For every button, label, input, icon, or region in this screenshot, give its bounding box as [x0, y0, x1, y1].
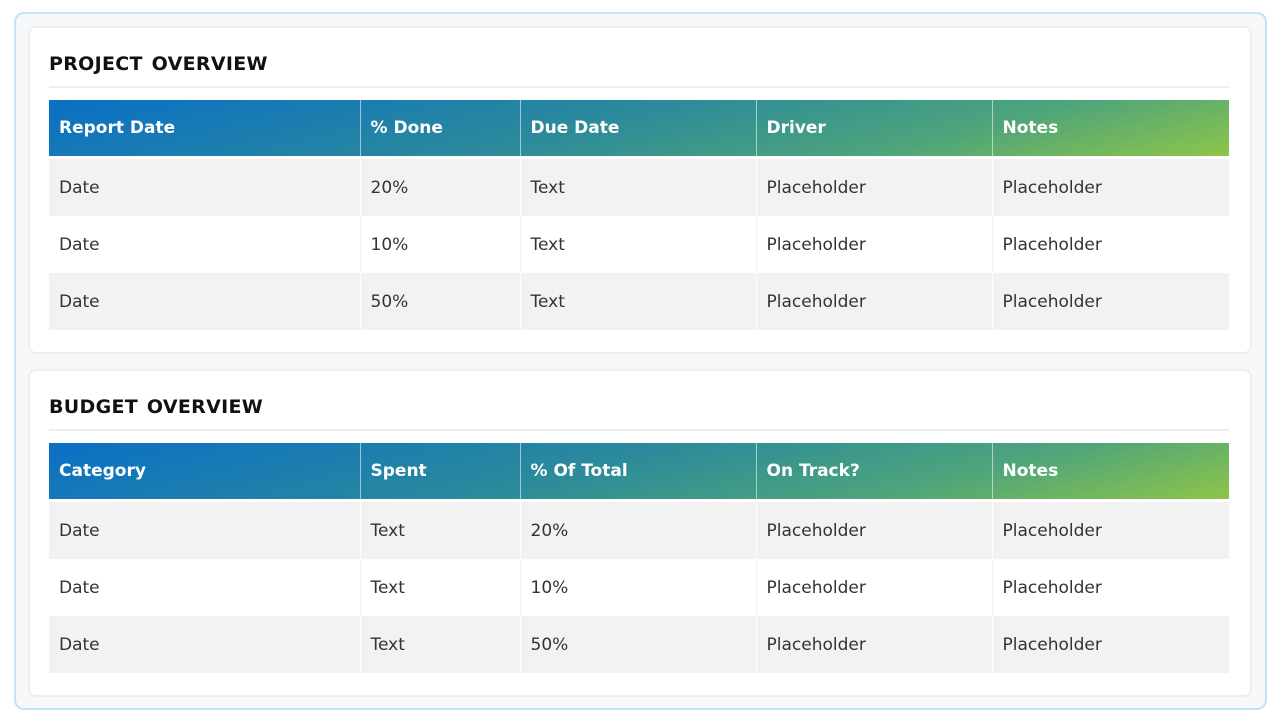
table-cell: Placeholder [991, 502, 1229, 559]
table-cell: Placeholder [991, 273, 1229, 330]
table-cell: Placeholder [755, 273, 992, 330]
table-cell: Placeholder [991, 159, 1229, 216]
table-row: Date 10% Text Placeholder Placeholder [49, 216, 1229, 273]
budget-overview-table: Category Spent % Of Total On Track? Note… [49, 443, 1229, 673]
table-cell: 50% [359, 273, 520, 330]
table-cell: Placeholder [991, 559, 1229, 616]
table-cell: Placeholder [755, 216, 992, 273]
table-header-row: Report Date % Done Due Date Driver Notes [49, 100, 1229, 156]
table-cell: Date [59, 177, 100, 198]
column-header-category: Category [59, 461, 146, 481]
title-divider [49, 429, 1229, 431]
title-divider [49, 86, 1229, 88]
table-cell: Placeholder [991, 616, 1229, 673]
table-row: Date 50% Text Placeholder Placeholder [49, 273, 1229, 330]
table-cell: 20% [359, 159, 520, 216]
table-cell: 20% [519, 502, 756, 559]
column-header-percent-of-total: % Of Total [519, 443, 756, 499]
table-cell: Placeholder [991, 216, 1229, 273]
table-cell: 10% [519, 559, 756, 616]
column-header-report-date: Report Date [59, 118, 176, 138]
table-row: Date Text 10% Placeholder Placeholder [49, 559, 1229, 616]
table-cell: Date [59, 234, 100, 255]
table-row: Date 20% Text Placeholder Placeholder [49, 159, 1229, 216]
table-cell: Text [359, 616, 520, 673]
table-cell: Date [59, 634, 100, 655]
table-cell: Text [359, 559, 520, 616]
column-header-due-date: Due Date [519, 100, 756, 156]
table-cell: 50% [519, 616, 756, 673]
table-cell: Text [359, 502, 520, 559]
table-cell: Text [519, 216, 756, 273]
project-overview-title: PROJECT OVERVIEW [49, 53, 268, 75]
table-row: Date Text 20% Placeholder Placeholder [49, 502, 1229, 559]
table-cell: Placeholder [755, 159, 992, 216]
budget-overview-card: BUDGET OVERVIEW Category Spent % Of Tota… [28, 369, 1252, 697]
column-header-on-track: On Track? [755, 443, 992, 499]
table-header-row: Category Spent % Of Total On Track? Note… [49, 443, 1229, 499]
column-header-spent: Spent [359, 443, 520, 499]
project-overview-table: Report Date % Done Due Date Driver Notes… [49, 100, 1229, 330]
project-overview-card: PROJECT OVERVIEW Report Date % Done Due … [28, 26, 1252, 354]
table-cell: Placeholder [755, 502, 992, 559]
table-cell: Text [519, 159, 756, 216]
table-cell: 10% [359, 216, 520, 273]
table-cell: Text [519, 273, 756, 330]
table-cell: Date [59, 520, 100, 541]
column-header-driver: Driver [755, 100, 992, 156]
table-row: Date Text 50% Placeholder Placeholder [49, 616, 1229, 673]
table-cell: Date [59, 577, 100, 598]
table-cell: Date [59, 291, 100, 312]
column-header-notes: Notes [991, 100, 1229, 156]
table-cell: Placeholder [755, 559, 992, 616]
column-header-percent-done: % Done [359, 100, 520, 156]
column-header-notes: Notes [991, 443, 1229, 499]
budget-overview-title: BUDGET OVERVIEW [49, 396, 263, 418]
table-cell: Placeholder [755, 616, 992, 673]
